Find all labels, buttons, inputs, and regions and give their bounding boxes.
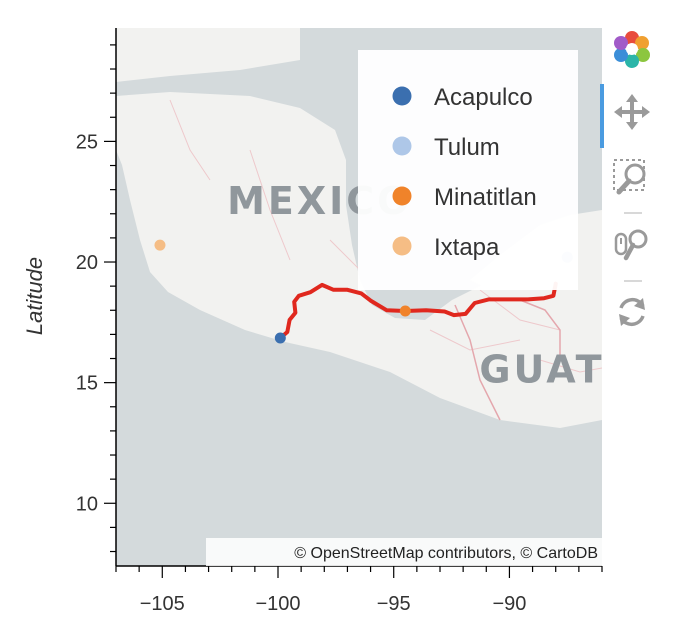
plot-toolbar (600, 28, 662, 348)
bokeh-logo-icon[interactable] (610, 28, 654, 72)
box-zoom-tool[interactable] (610, 156, 654, 200)
y-tick-label: 15 (76, 373, 98, 395)
x-tick-label: −100 (255, 593, 300, 615)
active-tool-indicator (600, 84, 604, 148)
reset-icon (619, 297, 645, 327)
x-tick-label: −105 (140, 593, 185, 615)
legend-swatch (392, 186, 412, 206)
y-axis-ticks: 10 15 20 25 (76, 44, 116, 553)
y-tick-label: 20 (76, 252, 98, 274)
x-tick-label: −90 (492, 593, 526, 615)
point-acapulco[interactable] (274, 332, 286, 344)
toolbar-separator (624, 280, 642, 282)
reset-tool[interactable] (610, 290, 654, 334)
y-axis-title: Latitude (22, 257, 47, 335)
map-label-guatemala: GUATEMAL (479, 348, 674, 392)
box-zoom-icon (613, 159, 646, 195)
point-ixtapa[interactable] (154, 239, 166, 251)
route-line (278, 281, 558, 340)
toolbar-separator (624, 212, 642, 214)
country-borders (454, 299, 561, 421)
y-tick-label: 25 (76, 131, 98, 153)
legend-swatch (392, 236, 412, 256)
legend-label[interactable]: Tulum (434, 134, 500, 161)
y-tick-label: 10 (76, 493, 98, 515)
x-axis-ticks: −105 −100 −95 −90 (115, 566, 603, 615)
legend-swatch (392, 136, 412, 156)
state-borders (169, 99, 602, 373)
wheel-zoom-icon (614, 229, 648, 261)
legend-label[interactable]: Minatitlan (434, 184, 537, 211)
x-tick-label: −95 (377, 593, 411, 615)
legend-label[interactable]: Acapulco (434, 84, 533, 111)
legend-swatch (392, 86, 412, 106)
legend[interactable]: Acapulco Tulum Minatitlan Ixtapa (358, 50, 578, 290)
point-minatitlan[interactable] (399, 305, 411, 317)
map-attribution: © OpenStreetMap contributors, © CartoDB (294, 545, 598, 562)
land-baja (116, 28, 300, 82)
pan-icon (614, 94, 650, 130)
land-mexico (116, 92, 602, 428)
wheel-zoom-tool[interactable] (610, 222, 654, 266)
pan-tool[interactable] (610, 90, 654, 134)
legend-label[interactable]: Ixtapa (434, 234, 500, 261)
attribution-box (206, 538, 602, 566)
